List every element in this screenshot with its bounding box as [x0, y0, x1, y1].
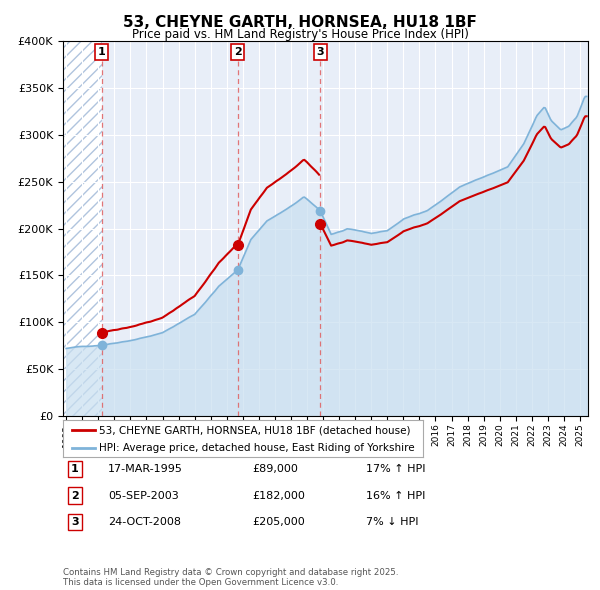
Text: 2: 2 — [71, 491, 79, 500]
Text: HPI: Average price, detached house, East Riding of Yorkshire: HPI: Average price, detached house, East… — [99, 443, 415, 453]
Text: 17% ↑ HPI: 17% ↑ HPI — [366, 464, 425, 474]
Text: 17-MAR-1995: 17-MAR-1995 — [108, 464, 183, 474]
Text: 7% ↓ HPI: 7% ↓ HPI — [366, 517, 419, 527]
Text: 05-SEP-2003: 05-SEP-2003 — [108, 491, 179, 500]
Text: 3: 3 — [316, 47, 324, 57]
Text: Price paid vs. HM Land Registry's House Price Index (HPI): Price paid vs. HM Land Registry's House … — [131, 28, 469, 41]
Text: 53, CHEYNE GARTH, HORNSEA, HU18 1BF: 53, CHEYNE GARTH, HORNSEA, HU18 1BF — [123, 15, 477, 30]
Text: 1: 1 — [71, 464, 79, 474]
Text: £182,000: £182,000 — [252, 491, 305, 500]
Text: £205,000: £205,000 — [252, 517, 305, 527]
Bar — [63, 41, 101, 416]
Text: Contains HM Land Registry data © Crown copyright and database right 2025.
This d: Contains HM Land Registry data © Crown c… — [63, 568, 398, 587]
Text: 16% ↑ HPI: 16% ↑ HPI — [366, 491, 425, 500]
Text: 2: 2 — [234, 47, 242, 57]
Text: 24-OCT-2008: 24-OCT-2008 — [108, 517, 181, 527]
Text: 1: 1 — [98, 47, 106, 57]
Text: £89,000: £89,000 — [252, 464, 298, 474]
Text: 53, CHEYNE GARTH, HORNSEA, HU18 1BF (detached house): 53, CHEYNE GARTH, HORNSEA, HU18 1BF (det… — [99, 425, 410, 435]
Text: 3: 3 — [71, 517, 79, 527]
